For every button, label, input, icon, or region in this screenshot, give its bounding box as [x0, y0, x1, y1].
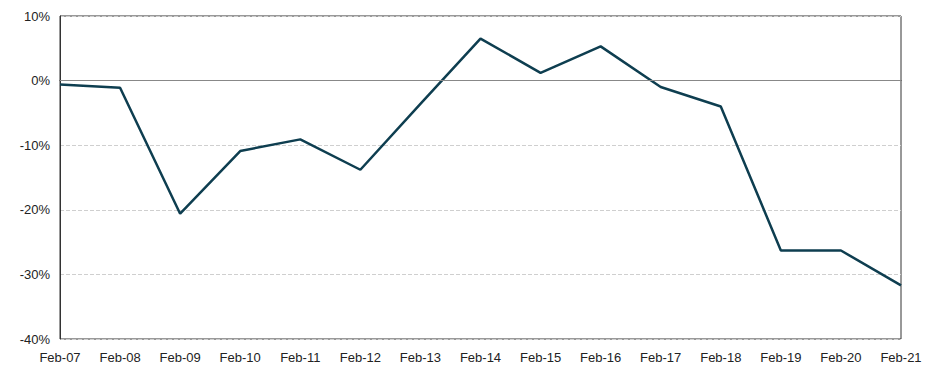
svg-text:Feb-10: Feb-10 — [220, 350, 261, 365]
svg-text:Feb-14: Feb-14 — [460, 350, 501, 365]
svg-text:Feb-07: Feb-07 — [39, 350, 80, 365]
svg-text:Feb-19: Feb-19 — [760, 350, 801, 365]
svg-text:Feb-09: Feb-09 — [160, 350, 201, 365]
svg-text:Feb-11: Feb-11 — [280, 350, 320, 365]
svg-text:Feb-15: Feb-15 — [520, 350, 561, 365]
svg-text:Feb-17: Feb-17 — [640, 350, 681, 365]
svg-text:Feb-21: Feb-21 — [880, 350, 921, 365]
svg-text:-30%: -30% — [20, 267, 51, 282]
svg-text:Feb-08: Feb-08 — [99, 350, 140, 365]
svg-text:Feb-16: Feb-16 — [580, 350, 621, 365]
svg-text:-40%: -40% — [20, 332, 51, 347]
svg-text:Feb-18: Feb-18 — [700, 350, 741, 365]
svg-text:10%: 10% — [24, 9, 50, 24]
svg-text:-10%: -10% — [20, 138, 51, 153]
svg-text:Feb-13: Feb-13 — [400, 350, 441, 365]
svg-text:Feb-12: Feb-12 — [340, 350, 381, 365]
svg-text:Feb-20: Feb-20 — [820, 350, 861, 365]
svg-text:0%: 0% — [31, 73, 50, 88]
svg-text:-20%: -20% — [20, 202, 51, 217]
